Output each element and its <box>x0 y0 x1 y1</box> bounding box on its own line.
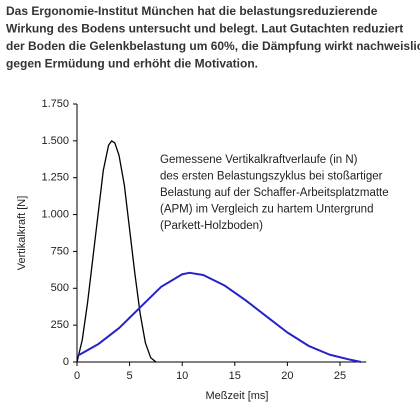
y-tick-label: 1.500 <box>41 135 69 147</box>
y-tick-label: 1.250 <box>41 172 69 184</box>
y-tick-label: 1.000 <box>41 208 69 220</box>
y-tick-label: 1.750 <box>41 98 69 110</box>
y-axis-label: Vertikalkraft [N] <box>16 196 28 271</box>
intro-text: Wirkung des Bodens untersucht und belegt… <box>6 22 403 36</box>
x-tick-label: 20 <box>281 370 293 382</box>
annotation: (APM) im Vergleich zu hartem Untergrund <box>160 204 373 216</box>
x-tick-label: 25 <box>334 370 346 382</box>
intro-text: der Boden die Gelenkbelastung um 60%, di… <box>6 39 420 53</box>
annotation: Gemessene Vertikalkraftverlaufe (in N) <box>160 154 358 166</box>
y-tick-label: 500 <box>51 282 69 294</box>
y-tick-label: 0 <box>63 356 69 368</box>
x-tick-label: 15 <box>229 370 241 382</box>
annotation: (Parkett-Holzboden) <box>160 220 263 232</box>
intro-text: gegen Ermüdung und erhöht die Motivation… <box>6 57 258 71</box>
annotation: Belastung auf der Schaffer-Arbeitsplatzm… <box>160 187 389 199</box>
x-tick-label: 5 <box>127 370 133 382</box>
y-tick-label: 750 <box>51 245 69 257</box>
x-tick-label: 0 <box>74 370 80 382</box>
x-tick-label: 10 <box>176 370 188 382</box>
intro-text: Das Ergonomie-Institut München hat die b… <box>6 4 378 18</box>
line <box>76 271 362 363</box>
y-tick-label: 250 <box>51 319 69 331</box>
annotation: des ersten Belastungszyklus bei stoßarti… <box>160 171 383 183</box>
x-axis-label: Meßzeit [ms] <box>206 390 269 402</box>
line <box>76 140 157 363</box>
